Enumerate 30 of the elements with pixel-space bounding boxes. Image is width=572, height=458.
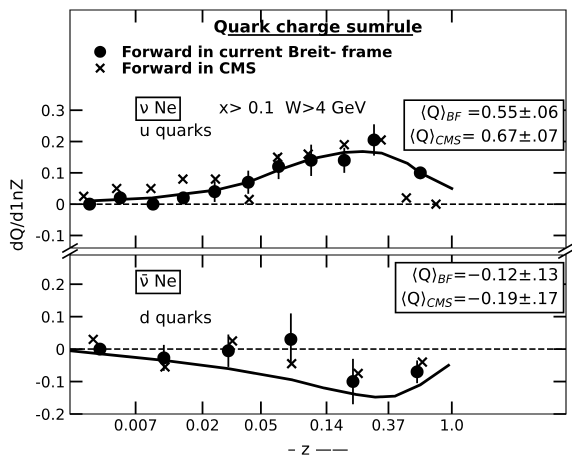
x-tick-label: 0.05 bbox=[244, 419, 277, 431]
y-tick-label: 0.1 bbox=[42, 311, 64, 323]
legend-label: Forward in current Breit- frame bbox=[122, 46, 392, 58]
annotation: ⟨Q⟩$_{CMS}$=−0.19±.17 bbox=[402, 291, 557, 307]
y-tick-label: 0.3 bbox=[42, 104, 64, 116]
x-tick-label: 0.007 bbox=[114, 419, 156, 431]
x-tick-label: 1.0 bbox=[441, 419, 463, 431]
text: Quark charge sumrule bbox=[214, 20, 422, 36]
annotation: ν Ne bbox=[140, 101, 176, 114]
x-tick-label: 0.14 bbox=[310, 419, 343, 431]
annotation: ⟨Q⟩$_{BF}$=−0.12±.13 bbox=[413, 268, 558, 284]
y-tick-label: 0.2 bbox=[42, 278, 64, 290]
y-tick-label: -0.2 bbox=[36, 408, 64, 420]
annotation: u quarks bbox=[140, 123, 212, 140]
y-tick-label: 0.2 bbox=[42, 136, 64, 148]
annotation: ν̄ Ne bbox=[140, 274, 176, 287]
y-tick-label: -0.1 bbox=[36, 376, 64, 388]
y-tick-label: -0.1 bbox=[36, 230, 64, 242]
annotation: ⟨Q⟩$_{BF}$ =0.55±.06 bbox=[422, 105, 558, 121]
x-tick-label: 0.37 bbox=[372, 419, 404, 431]
y-tick-label: 0 bbox=[56, 198, 64, 210]
legend-label: Forward in CMS bbox=[122, 62, 256, 74]
y-tick-label: 0.1 bbox=[42, 167, 64, 179]
y-tick-label: 0 bbox=[56, 344, 64, 356]
x-axis-title: – z —— bbox=[288, 446, 348, 455]
annotation: ⟨Q⟩$_{CMS}$= 0.67±.07 bbox=[410, 128, 557, 144]
x-tick-label: 0.02 bbox=[186, 419, 218, 431]
annotation: x> 0.1 W>4 GeV bbox=[219, 101, 366, 114]
y-axis-title: dQ/d1nZ bbox=[10, 180, 25, 250]
annotation: d quarks bbox=[140, 310, 212, 327]
